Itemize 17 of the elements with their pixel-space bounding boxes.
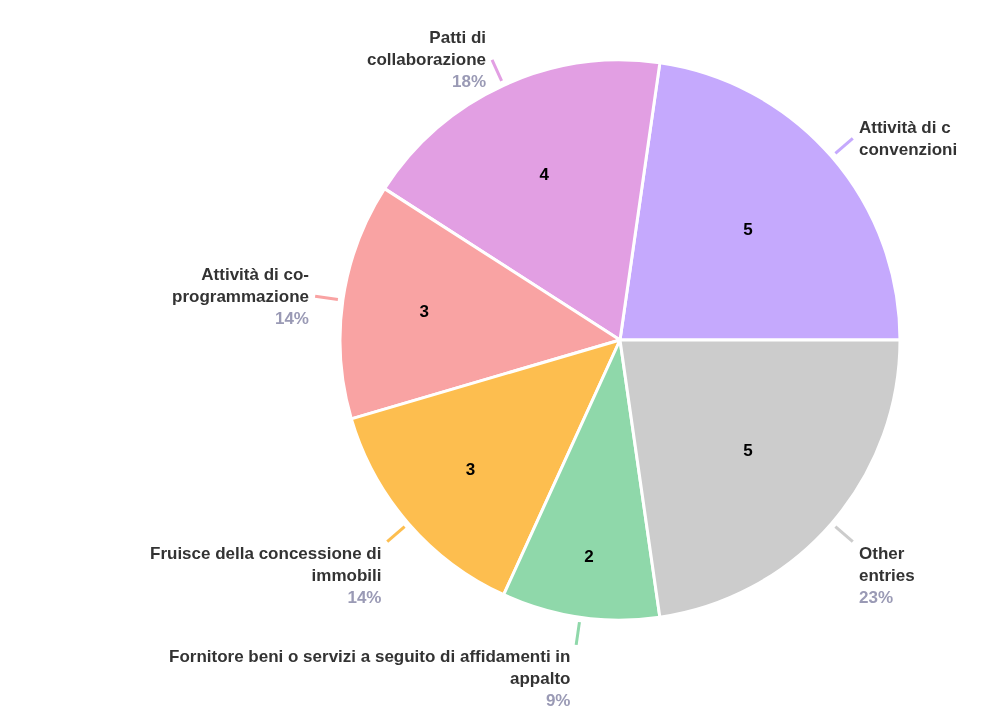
text: 18% xyxy=(452,72,487,92)
slice-label: Fornitore beni o servizi a seguito di affidamenti in appalto xyxy=(169,647,571,689)
slice-label: Other entries xyxy=(859,544,915,586)
text: 14% xyxy=(274,309,309,329)
text: 14% xyxy=(347,588,382,608)
data-label: 4 xyxy=(539,165,550,185)
text: 23% xyxy=(859,588,894,608)
data-label: 2 xyxy=(584,546,594,566)
data-label: 5 xyxy=(743,441,753,461)
text: 9% xyxy=(545,691,571,711)
data-label: 5 xyxy=(743,219,753,239)
data-label: 3 xyxy=(465,460,476,480)
data-label: 3 xyxy=(419,302,429,322)
slice-label: Fruisce della concessione di immobili xyxy=(150,544,382,586)
slice-label: Attività di c convenzioni xyxy=(859,118,958,160)
slice-label: Patti di collaborazione xyxy=(367,28,487,70)
slice-label: Attività di co- programmazione xyxy=(172,265,309,307)
